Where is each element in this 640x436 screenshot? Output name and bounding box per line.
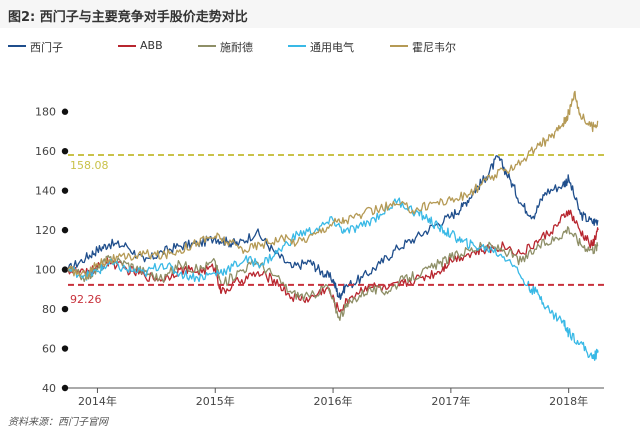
legend-swatch xyxy=(198,45,216,47)
x-tick-label: 2015年 xyxy=(196,394,235,408)
series-line xyxy=(67,197,599,361)
y-tick-dot xyxy=(61,148,69,155)
reference-lines: 158.08 92.26 xyxy=(68,153,604,306)
y-tick-label: 120 xyxy=(35,224,56,237)
y-tick-label: 160 xyxy=(35,145,56,158)
y-tick-dot xyxy=(61,226,69,234)
axes: 40 60 80 100 120 140 160 180 2014年 2015年 2016年 2017… xyxy=(35,106,604,408)
legend-label: 通用电气 xyxy=(310,41,354,54)
series-line xyxy=(67,155,599,300)
y-tick-label: 140 xyxy=(35,185,56,198)
y-tick-dot xyxy=(61,266,69,273)
y-tick-label: 180 xyxy=(35,106,56,119)
x-tick-label: 2017年 xyxy=(431,394,470,408)
y-tick-label: 80 xyxy=(42,303,56,316)
y-tick-label: 100 xyxy=(35,264,56,277)
source-note: 资料来源：西门子官网 xyxy=(8,417,108,428)
legend-swatch xyxy=(8,45,26,47)
chart-title: 图2: 西门子与主要竞争对手股价走势对比 xyxy=(8,10,248,25)
y-tick-dot xyxy=(61,305,69,313)
y-tick-dot xyxy=(61,384,69,392)
series-line xyxy=(67,226,599,321)
y-tick-label: 40 xyxy=(42,382,56,395)
reference-label: 158.08 xyxy=(70,159,109,172)
series-line xyxy=(67,209,599,313)
legend-swatch xyxy=(390,45,408,47)
title-bar: 图2: 西门子与主要竞争对手股价走势对比 xyxy=(0,0,640,28)
reference-label: 92.26 xyxy=(70,293,102,306)
legend-label: 西门子 xyxy=(30,41,63,54)
y-tick-dot xyxy=(61,187,69,194)
legend-swatch xyxy=(118,45,136,47)
legend-label: 霍尼韦尔 xyxy=(412,41,456,54)
x-tick-label: 2016年 xyxy=(314,394,353,408)
x-tick-label: 2018年 xyxy=(549,394,588,408)
y-tick-label: 60 xyxy=(42,343,56,356)
legend-label: ABB xyxy=(140,39,163,52)
y-tick-dot xyxy=(61,345,69,352)
legend-swatch xyxy=(288,45,306,47)
series-line xyxy=(67,90,599,280)
x-tick-label: 2014年 xyxy=(78,394,117,408)
y-tick-dot xyxy=(61,108,69,115)
series-group xyxy=(67,90,599,361)
legend-label: 施耐德 xyxy=(220,41,253,54)
